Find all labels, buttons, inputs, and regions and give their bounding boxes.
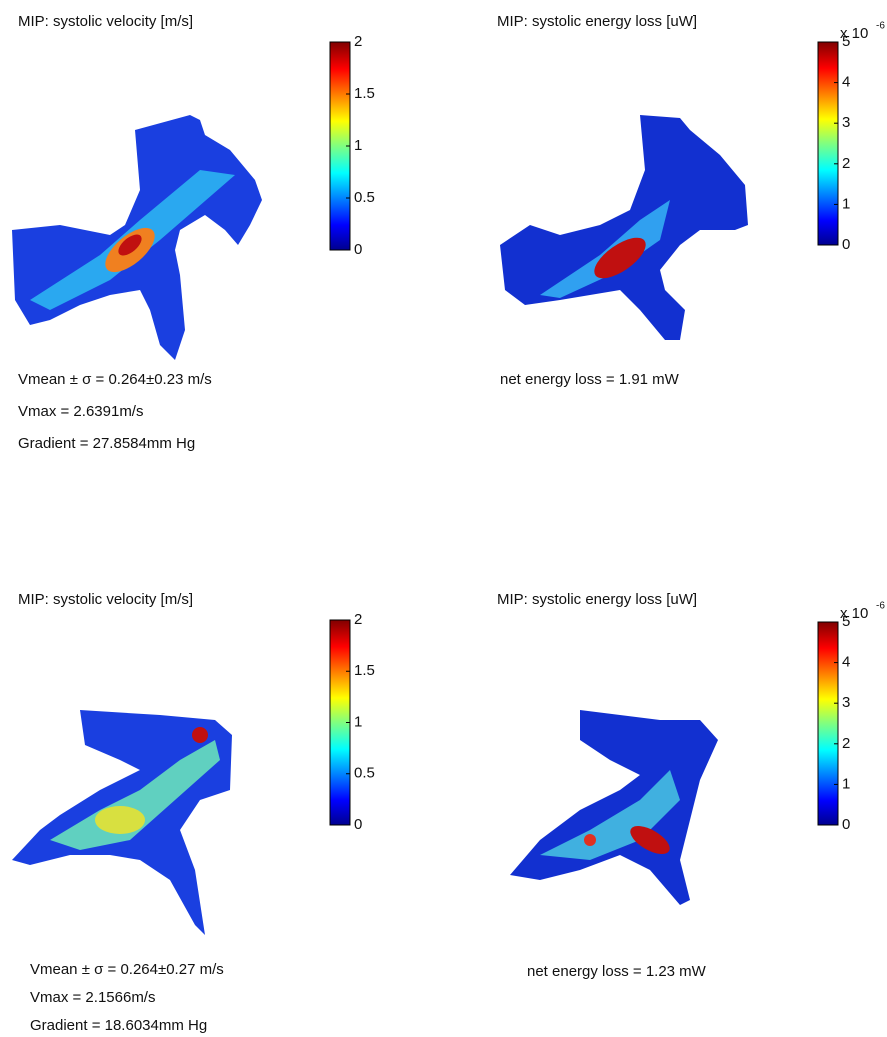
colorbar-tick-label: 2 bbox=[842, 735, 850, 752]
colorbar-tick-label: 2 bbox=[842, 155, 850, 172]
colorbar-tick-label: 1 bbox=[354, 137, 362, 154]
annotation: Vmean ± σ = 0.264±0.23 m/s bbox=[18, 371, 212, 388]
annotation: Vmax = 2.6391m/s bbox=[18, 403, 143, 420]
colorbar-tick-label: 2 bbox=[354, 611, 362, 628]
colorbar-tick-label: 1 bbox=[354, 713, 362, 730]
panel-title: MIP: systolic energy loss [uW] bbox=[497, 591, 697, 608]
panel-title: MIP: systolic energy loss [uW] bbox=[497, 13, 697, 30]
colorbar-tick-label: 5 bbox=[842, 613, 850, 630]
colorbar-tick-label: 4 bbox=[842, 654, 850, 671]
colorbar-multiplier: x 10 bbox=[840, 605, 868, 622]
annotation: net energy loss = 1.23 mW bbox=[527, 963, 707, 980]
colorbar-tick-label: 0.5 bbox=[354, 189, 375, 206]
colorbar-tick-label: 0 bbox=[354, 816, 362, 833]
colorbar bbox=[817, 621, 839, 826]
colorbar-exponent: -6 bbox=[876, 601, 885, 612]
colorbar-exponent: -6 bbox=[876, 21, 885, 32]
colorbar-tick-label: 0.5 bbox=[354, 765, 375, 782]
velocity-map bbox=[12, 115, 262, 360]
colorbar-tick-label: 3 bbox=[842, 694, 850, 711]
colorbar-tick-label: 4 bbox=[842, 74, 850, 91]
colorbar-tick-label: 1 bbox=[842, 775, 850, 792]
colorbar bbox=[817, 41, 839, 246]
energy-map bbox=[510, 710, 718, 905]
panel-title: MIP: systolic velocity [m/s] bbox=[18, 591, 193, 608]
annotation: Gradient = 27.8584mm Hg bbox=[18, 435, 195, 452]
colorbar-multiplier: x 10 bbox=[840, 25, 868, 42]
energy-map bbox=[500, 115, 748, 340]
colorbar-tick-label: 1.5 bbox=[354, 662, 375, 679]
colorbar-tick-label: 3 bbox=[842, 114, 850, 131]
annotation: Vmean ± σ = 0.264±0.27 m/s bbox=[30, 961, 224, 978]
panel-title: MIP: systolic velocity [m/s] bbox=[18, 13, 193, 30]
colorbar-tick-label: 0 bbox=[354, 241, 362, 258]
annotation: Gradient = 18.6034mm Hg bbox=[30, 1017, 207, 1034]
colorbar-tick-label: 2 bbox=[354, 33, 362, 50]
annotation: Vmax = 2.1566m/s bbox=[30, 989, 155, 1006]
colorbar-tick-label: 0 bbox=[842, 236, 850, 253]
colorbar-tick-label: 1 bbox=[842, 195, 850, 212]
colorbar-tick-label: 1.5 bbox=[354, 85, 375, 102]
colorbar-tick-label: 0 bbox=[842, 816, 850, 833]
velocity-map bbox=[12, 710, 232, 935]
colorbar-tick-label: 5 bbox=[842, 33, 850, 50]
annotation: net energy loss = 1.91 mW bbox=[500, 371, 680, 388]
